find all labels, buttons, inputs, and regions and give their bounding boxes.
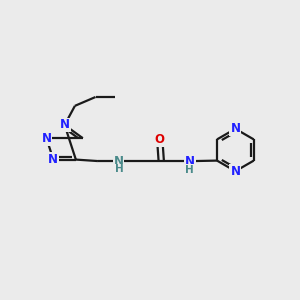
Text: N: N <box>48 153 59 166</box>
Text: N: N <box>230 122 240 135</box>
Text: N: N <box>41 132 51 145</box>
Text: H: H <box>185 165 194 175</box>
Text: N: N <box>185 154 195 168</box>
Text: O: O <box>155 134 165 146</box>
Text: N: N <box>60 118 70 131</box>
Text: N: N <box>230 165 240 178</box>
Text: N: N <box>114 154 124 168</box>
Text: H: H <box>115 164 124 174</box>
